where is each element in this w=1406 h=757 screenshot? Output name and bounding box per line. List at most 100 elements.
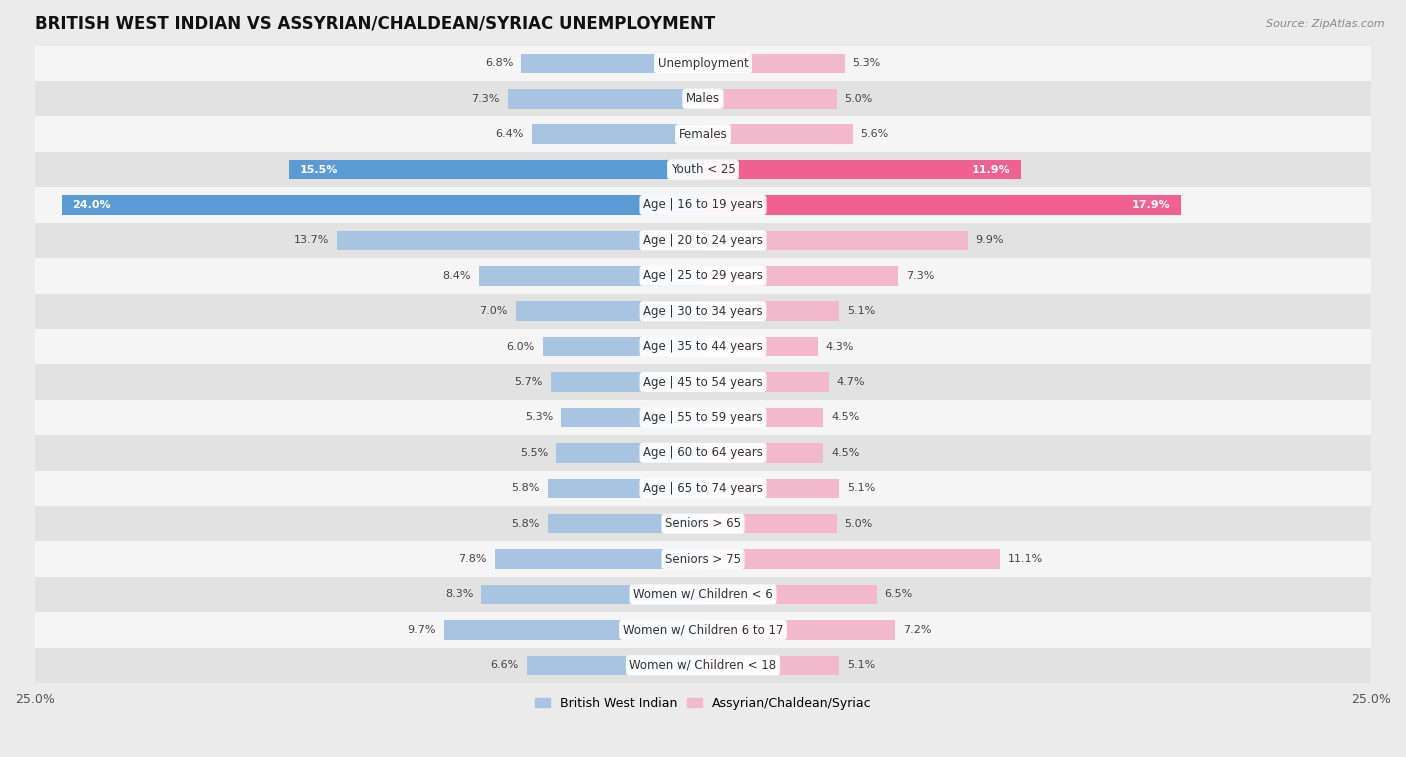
Text: Seniors > 75: Seniors > 75 [665,553,741,565]
Bar [527,656,703,675]
Text: 17.9%: 17.9% [1132,200,1171,210]
Text: 8.4%: 8.4% [441,271,471,281]
Text: 5.7%: 5.7% [515,377,543,387]
Bar [543,337,703,357]
Text: 9.9%: 9.9% [976,235,1004,245]
Bar [703,301,839,321]
Text: 7.3%: 7.3% [905,271,935,281]
Bar [703,478,839,498]
Bar [337,231,703,250]
Text: 5.1%: 5.1% [848,307,876,316]
Bar [703,160,1021,179]
Text: 5.1%: 5.1% [848,660,876,670]
Bar [703,89,837,108]
Text: 9.7%: 9.7% [408,625,436,635]
Bar [35,647,1371,683]
Text: 7.2%: 7.2% [904,625,932,635]
Text: Age | 60 to 64 years: Age | 60 to 64 years [643,447,763,459]
Text: 5.0%: 5.0% [845,94,873,104]
Legend: British West Indian, Assyrian/Chaldean/Syriac: British West Indian, Assyrian/Chaldean/S… [530,692,876,715]
Text: 15.5%: 15.5% [299,164,337,175]
Bar [35,329,1371,364]
Text: 6.6%: 6.6% [491,660,519,670]
Text: 11.9%: 11.9% [972,164,1011,175]
Text: Women w/ Children < 18: Women w/ Children < 18 [630,659,776,671]
Text: Seniors > 65: Seniors > 65 [665,517,741,530]
Text: 13.7%: 13.7% [294,235,329,245]
Text: 7.3%: 7.3% [471,94,501,104]
Bar [703,408,824,427]
Text: 24.0%: 24.0% [72,200,111,210]
Bar [548,478,703,498]
Text: 7.0%: 7.0% [479,307,508,316]
Bar [35,258,1371,294]
Text: 6.5%: 6.5% [884,590,912,600]
Text: Age | 25 to 29 years: Age | 25 to 29 years [643,269,763,282]
Bar [703,124,852,144]
Bar [35,45,1371,81]
Bar [703,231,967,250]
Text: 6.8%: 6.8% [485,58,513,68]
Bar [561,408,703,427]
Text: 5.8%: 5.8% [512,483,540,494]
Bar [444,620,703,640]
Text: Unemployment: Unemployment [658,57,748,70]
Text: BRITISH WEST INDIAN VS ASSYRIAN/CHALDEAN/SYRIAC UNEMPLOYMENT: BRITISH WEST INDIAN VS ASSYRIAN/CHALDEAN… [35,15,716,33]
Bar [35,187,1371,223]
Bar [35,117,1371,152]
Text: Age | 16 to 19 years: Age | 16 to 19 years [643,198,763,211]
Bar [35,152,1371,187]
Text: 7.8%: 7.8% [458,554,486,564]
Text: 4.3%: 4.3% [825,341,855,352]
Text: 4.7%: 4.7% [837,377,865,387]
Text: 5.6%: 5.6% [860,129,889,139]
Text: 4.5%: 4.5% [831,448,859,458]
Bar [703,443,824,463]
Bar [35,400,1371,435]
Bar [703,620,896,640]
Text: Age | 20 to 24 years: Age | 20 to 24 years [643,234,763,247]
Bar [35,612,1371,647]
Bar [703,54,845,73]
Bar [35,471,1371,506]
Text: 8.3%: 8.3% [444,590,474,600]
Bar [522,54,703,73]
Bar [551,372,703,392]
Bar [555,443,703,463]
Bar [478,266,703,285]
Bar [288,160,703,179]
Bar [495,550,703,569]
Text: Women w/ Children < 6: Women w/ Children < 6 [633,588,773,601]
Text: 5.3%: 5.3% [852,58,882,68]
Bar [548,514,703,534]
Bar [35,577,1371,612]
Bar [703,266,898,285]
Bar [531,124,703,144]
Text: 4.5%: 4.5% [831,413,859,422]
Bar [35,506,1371,541]
Text: Women w/ Children 6 to 17: Women w/ Children 6 to 17 [623,623,783,637]
Text: Source: ZipAtlas.com: Source: ZipAtlas.com [1267,19,1385,29]
Text: Males: Males [686,92,720,105]
Bar [703,550,1000,569]
Bar [703,337,818,357]
Bar [703,372,828,392]
Bar [516,301,703,321]
Bar [481,584,703,604]
Text: Females: Females [679,128,727,141]
Bar [35,364,1371,400]
Text: 5.5%: 5.5% [520,448,548,458]
Bar [35,541,1371,577]
Text: 5.3%: 5.3% [524,413,554,422]
Text: Age | 30 to 34 years: Age | 30 to 34 years [643,305,763,318]
Text: 11.1%: 11.1% [1008,554,1043,564]
Bar [703,514,837,534]
Bar [62,195,703,215]
Bar [703,195,1181,215]
Bar [508,89,703,108]
Text: 5.1%: 5.1% [848,483,876,494]
Bar [703,584,877,604]
Text: Age | 65 to 74 years: Age | 65 to 74 years [643,481,763,495]
Text: 5.8%: 5.8% [512,519,540,528]
Bar [35,81,1371,117]
